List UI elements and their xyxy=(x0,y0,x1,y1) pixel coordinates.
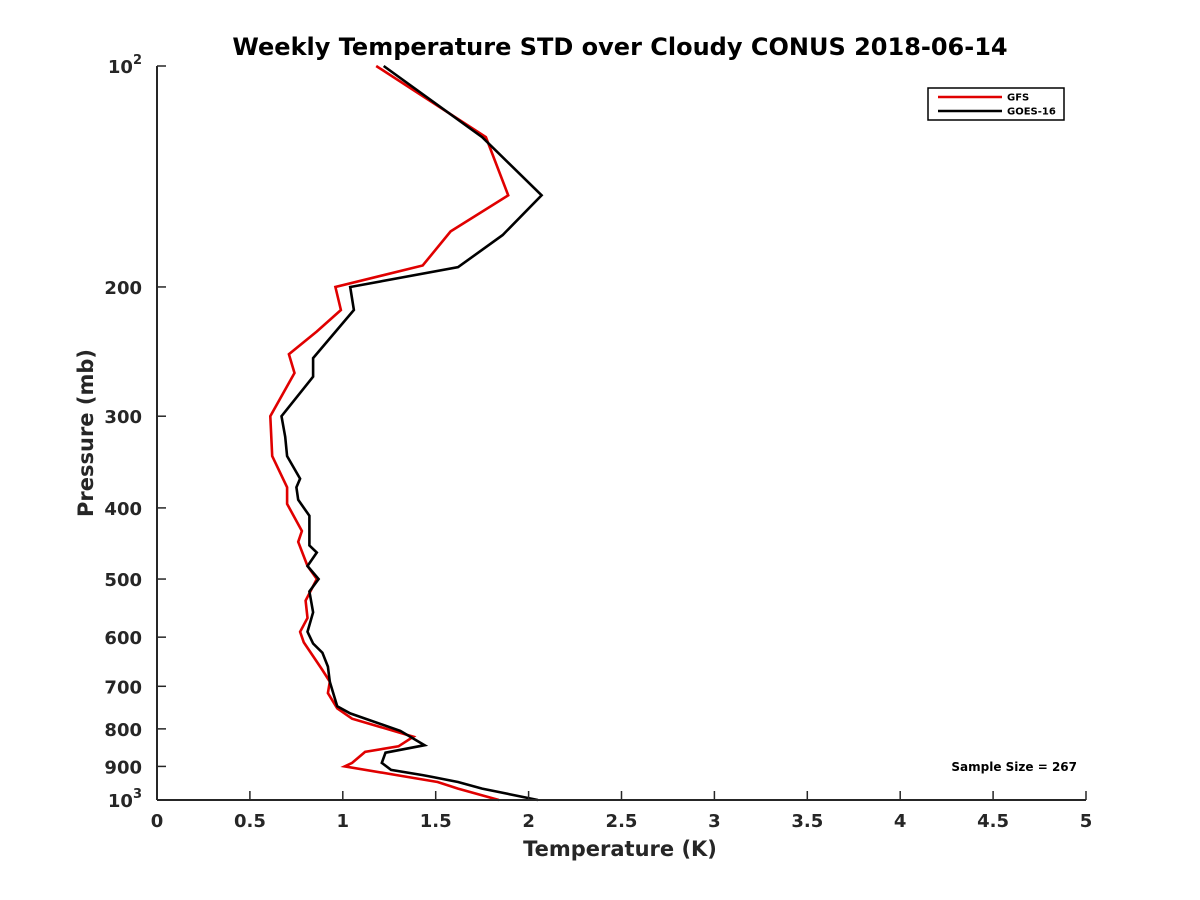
legend: GFS GOES-16 xyxy=(927,87,1065,121)
y-tick-label: 400 xyxy=(104,499,142,520)
y-tick-base: 10 xyxy=(108,57,133,78)
legend-box xyxy=(927,87,1065,121)
x-ticks: 0 0.5 1 1.5 2 2.5 3 3.5 4 4.5 5 xyxy=(151,791,1093,832)
y-tick-label: 900 xyxy=(104,757,142,778)
y-tick-label: 200 xyxy=(104,278,142,299)
x-tick-label: 4 xyxy=(894,811,907,832)
y-tick-label: 103 xyxy=(108,787,142,812)
series-layer xyxy=(268,64,544,802)
x-tick-label: 1 xyxy=(337,811,350,832)
x-axis-label: Temperature (K) xyxy=(523,837,717,861)
x-tick-label: 0.5 xyxy=(234,811,266,832)
x-tick-label: 0 xyxy=(151,811,164,832)
sample-size-annotation: Sample Size = 267 xyxy=(951,760,1077,774)
y-tick-label: 500 xyxy=(104,570,142,591)
y-tick-label: 800 xyxy=(104,720,142,741)
x-tick-label: 5 xyxy=(1080,811,1093,832)
x-tick-label: 1.5 xyxy=(420,811,452,832)
x-tick-label: 3.5 xyxy=(791,811,823,832)
y-tick-base: 10 xyxy=(108,791,133,812)
x-tick-label: 2.5 xyxy=(606,811,638,832)
legend-label: GOES-16 xyxy=(1007,107,1056,118)
y-tick-label: 300 xyxy=(104,407,142,428)
y-tick-label: 700 xyxy=(104,677,142,698)
x-tick-label: 3 xyxy=(708,811,721,832)
x-tick-label: 2 xyxy=(522,811,535,832)
plot-area: 0 0.5 1 1.5 2 2.5 3 3.5 4 4.5 5 102200300400500600… xyxy=(104,53,1092,832)
series-line-goes-16 xyxy=(280,64,544,802)
legend-label: GFS xyxy=(1007,93,1029,104)
x-tick-label: 4.5 xyxy=(977,811,1009,832)
legend-items: GFS GOES-16 xyxy=(938,93,1056,118)
y-axis-label: Pressure (mb) xyxy=(74,349,98,517)
y-tick-exponent: 2 xyxy=(133,53,142,68)
y-tick-label: 102 xyxy=(108,53,142,78)
y-tick-label: 600 xyxy=(104,628,142,649)
y-tick-exponent: 3 xyxy=(133,787,142,802)
chart-title: Weekly Temperature STD over Cloudy CONUS… xyxy=(232,33,1007,61)
